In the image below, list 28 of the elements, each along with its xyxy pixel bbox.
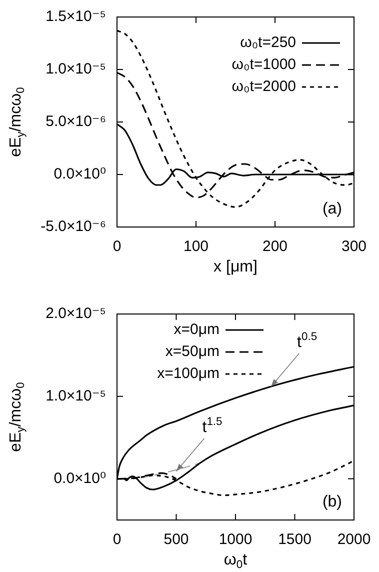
- y-tick-label: 0.0×10⁰: [54, 470, 106, 487]
- annotation: (b): [322, 493, 342, 510]
- annotation: (a): [322, 200, 342, 218]
- legend-label: x=50μm: [165, 343, 220, 360]
- x-tick-label: 100: [183, 238, 209, 256]
- x-tick-label: 200: [262, 238, 288, 256]
- y-tick-label: 2.0×10⁻⁵: [46, 305, 106, 322]
- y-tick-label: 1.5×10⁻⁵: [46, 8, 106, 26]
- y-tick-label: 0.0×10⁰: [54, 166, 106, 183]
- x-tick-label: 0: [112, 531, 122, 548]
- legend-label: x=100μm: [157, 365, 220, 382]
- x-tick-label: 2000: [337, 531, 371, 548]
- x-tick-label: 0: [112, 238, 122, 256]
- y-tick-label: -5.0×10⁻⁶: [40, 218, 106, 236]
- y-tick-label: 1.0×10⁻⁵: [46, 60, 106, 78]
- x-tick-label: 300: [341, 238, 367, 256]
- x-axis-title: x [μm]: [214, 258, 258, 276]
- x-tick-label: 500: [164, 531, 189, 548]
- y-tick-label: 5.0×10⁻⁶: [46, 113, 106, 130]
- y-axis-title: eEy/mcω0: [7, 382, 27, 452]
- x-tick-label: 1000: [218, 531, 252, 548]
- y-axis-title: eEy/mcω0: [7, 87, 27, 157]
- x-tick-label: 1500: [278, 531, 312, 548]
- legend-label: ω₀t=2000: [232, 78, 296, 96]
- legend-label: x=0μm: [174, 321, 220, 338]
- y-tick-label: 1.0×10⁻⁵: [46, 388, 106, 405]
- legend-label: ω₀t=1000: [232, 56, 296, 74]
- legend-label: ω₀t=250: [240, 34, 296, 52]
